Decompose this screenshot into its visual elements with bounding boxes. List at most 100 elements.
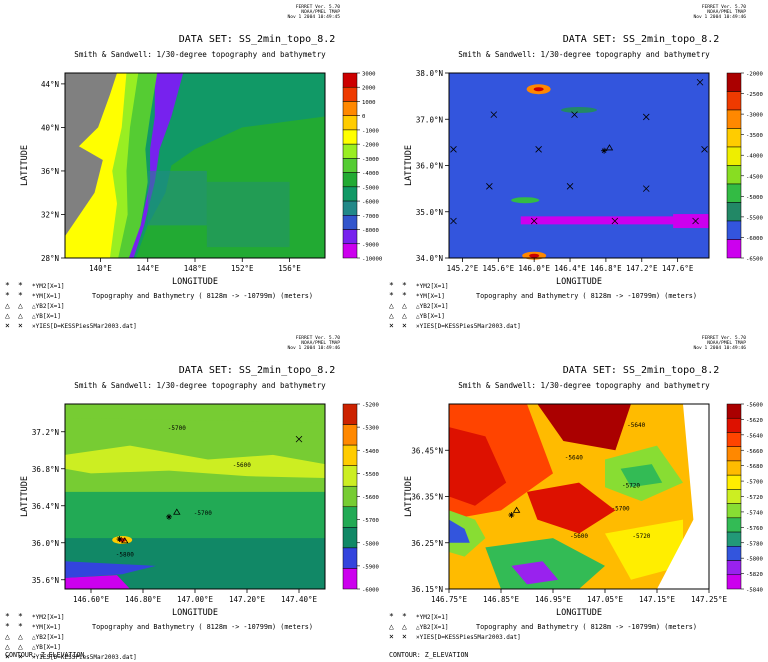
colorbar-label: -5700 [746,480,763,486]
deep-basin-east [206,181,290,248]
legend-symbol: △ [5,301,10,310]
colorbar-cell [726,574,742,590]
y-tick-label: 37.0°N [416,115,443,124]
colorbar-cell [342,444,358,466]
stamp-line: NOAA/PMEL TMAP [707,9,746,15]
contour-label: -5800 [116,552,134,559]
legend-symbol: * [18,291,23,300]
seamount-south-peak [529,253,540,258]
contour-label: -5700 [612,505,630,512]
colorbar-label: -4500 [746,174,763,180]
stamp-line: Nov 1 2004 10:49:45 [287,14,340,20]
colorbar-cell [342,485,358,508]
west-low-core [449,519,470,543]
contour-note: CONTOUR: Z_ELEVATION [5,651,84,659]
colorbar-label: -5840 [746,588,763,594]
ies-marker [486,183,493,190]
colorbar-cell [342,506,358,528]
colorbar-label: -5640 [746,433,763,439]
colorbar-label: -10000 [362,257,382,263]
x-tick-label: 156°E [278,264,301,273]
ies-marker [295,435,303,443]
legend-symbol: △ [402,311,407,320]
y-tick-label: 36.25°N [411,539,443,548]
x-tick-label: 146.80°E [125,595,162,604]
colorbar-label: -2500 [746,92,763,98]
legend-symbol: * [18,281,23,290]
legend-symbol: △ [402,301,407,310]
chart-title: DATA SET: SS_2min_topo_8.2 [563,34,720,45]
y-tick-label: 34.0°N [416,254,443,263]
colorbar-cell [342,229,358,245]
map-panel-3: FERRET Ver. 5.70 NOAA/PMEL TMAP Nov 1 2004… [0,331,384,662]
mooring-marker [116,536,123,543]
x-tick-label: 145.2°E [447,264,479,273]
colorbar-label: -6000 [362,200,379,206]
legend-symbol: * [402,291,407,300]
east-low-core [620,464,663,488]
colorbar-cell [726,546,742,561]
colorbar-cell [342,101,358,116]
map-panel-4: FERRET Ver. 5.70 NOAA/PMEL TMAP Nov 1 2004… [384,331,768,662]
x-tick-label: 146.60°E [73,595,110,604]
legend-symbol: × [5,321,10,330]
colorbar-label: 2000 [362,86,375,92]
colorbar-label: -5720 [746,495,763,501]
land-mass-south [65,138,103,237]
x-tick-label: 147.20°E [229,595,266,604]
colorbar-cell [726,531,742,547]
y-axis-label: LATITUDE [20,476,30,517]
legend-entry: △YB[X=1] [32,644,61,651]
plot-caption: Topography and Bathymetry ( 8128m -> -10… [92,292,313,300]
colorbar-cell [726,446,742,462]
plot-field [65,73,325,258]
legend-symbol: * [5,612,10,621]
colorbar-label: -6000 [746,236,763,242]
x-axis-label: LONGITUDE [172,608,218,618]
colorbar-label: 1000 [362,100,375,106]
contour-label: -5720 [632,533,650,540]
y-tick-label: 36.0°N [416,162,443,171]
ridge-patch [511,197,540,204]
abyssal-field [449,73,709,258]
bottom-marker [512,506,521,513]
colorbar-label: -5600 [746,403,763,409]
legend-symbol: * [402,281,407,290]
shoal-band [65,445,325,478]
ies-marker [566,183,574,190]
colorbar-cell [726,202,742,222]
colorbar-cell [342,200,358,216]
legend-symbol: * [5,281,10,290]
stamp-line: FERRET Ver. 5.70 [296,335,340,341]
legend-symbol: △ [389,301,394,310]
colorbar-label: -5680 [746,464,763,470]
chart-subtitle: Smith & Sandwell: 1/30-degree topography… [74,50,326,59]
x-axis-label: LONGITUDE [556,608,602,618]
colorbar-cell [342,129,358,145]
colorbar-cell [342,215,358,230]
ies-marker [490,111,498,118]
deep-corner [65,575,130,589]
stamp-line: NOAA/PMEL TMAP [301,340,340,346]
colorbar-cell [726,560,742,576]
y-tick-label: 35.0°N [416,208,443,217]
plot-field [449,404,709,589]
y-tick-label: 35.6°N [32,576,59,585]
trench-band [124,73,184,258]
ies-marker [450,146,457,153]
colorbar-label: -5200 [362,403,379,409]
ies-marker [701,146,708,153]
legend-symbol: * [389,291,394,300]
colorbar-cell [342,243,358,259]
x-tick-label: 147.2°E [626,264,658,273]
colorbar-label: -5300 [362,426,379,432]
colorbar-cell [342,115,358,131]
mooring-marker [601,147,608,154]
colorbar-label: -5740 [746,510,763,516]
ies-marker [535,146,542,153]
no-data-edge [657,404,709,589]
stamp-line: NOAA/PMEL TMAP [301,9,340,15]
deep-edge [65,561,156,578]
colorbar-label: -3000 [746,113,763,119]
